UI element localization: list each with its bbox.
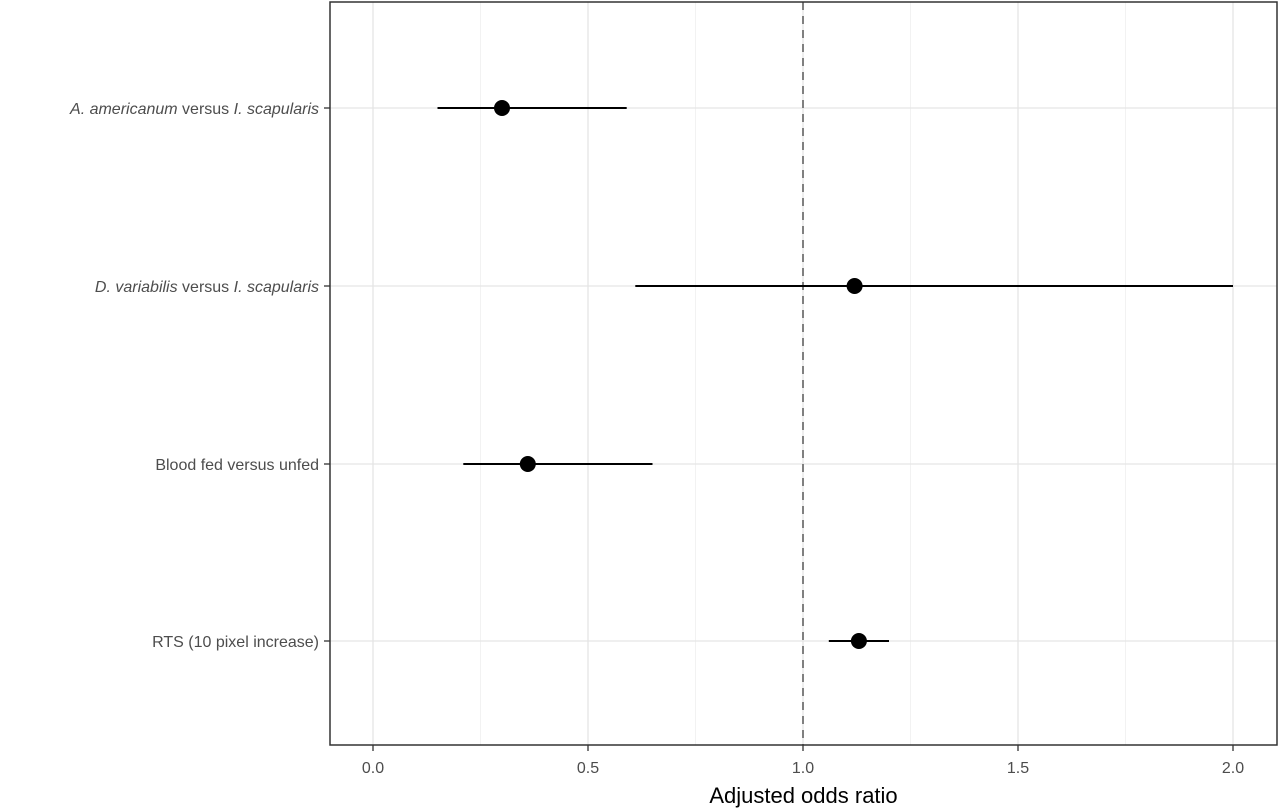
x-tick-label: 0.5 bbox=[577, 760, 599, 777]
y-category-label: Blood fed versus unfed bbox=[155, 457, 319, 474]
estimate-row bbox=[437, 100, 627, 116]
x-tick-label: 0.0 bbox=[362, 760, 384, 777]
y-category-label: D. variabilis versus I. scapularis bbox=[95, 279, 319, 296]
category-label-part: A. americanum bbox=[69, 101, 178, 118]
category-label-part: RTS (10 pixel increase) bbox=[152, 634, 319, 651]
category-label-part: Blood fed versus unfed bbox=[155, 457, 319, 474]
category-label-part: versus bbox=[178, 279, 234, 296]
category-label-part: I. scapularis bbox=[234, 279, 319, 296]
point-estimate bbox=[519, 456, 536, 472]
axes: 0.0 0.5 1.0 1.5 2.0 A. americanum versus I. s… bbox=[69, 101, 1244, 777]
estimate-row bbox=[635, 278, 1233, 294]
category-label-part: versus bbox=[178, 101, 234, 118]
estimate-row bbox=[463, 456, 653, 472]
category-label-part: I. scapularis bbox=[234, 101, 319, 118]
y-category-label: RTS (10 pixel increase) bbox=[152, 634, 319, 651]
point-estimate bbox=[494, 100, 510, 116]
x-axis-title: Adjusted odds ratio bbox=[709, 783, 897, 808]
x-tick-label: 1.0 bbox=[792, 760, 814, 777]
point-estimate bbox=[850, 633, 867, 649]
x-tick-label: 2.0 bbox=[1222, 760, 1244, 777]
category-label-part: D. variabilis bbox=[95, 279, 178, 296]
estimates-group bbox=[437, 100, 1233, 649]
x-tick-label: 1.5 bbox=[1007, 760, 1029, 777]
estimate-row bbox=[828, 633, 889, 649]
point-estimate bbox=[846, 278, 863, 294]
y-category-label: A. americanum versus I. scapularis bbox=[69, 101, 319, 118]
